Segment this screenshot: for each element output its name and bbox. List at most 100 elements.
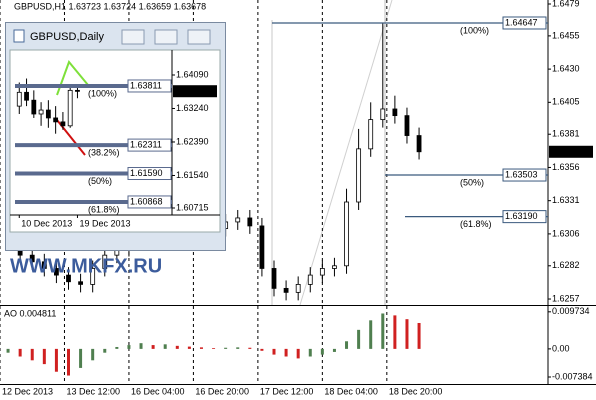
- current-price-label: 1.63678: [176, 86, 209, 96]
- price-box: [127, 138, 172, 152]
- ao-bar: [139, 343, 143, 349]
- current-price-box: [173, 85, 217, 98]
- candle-body: [356, 148, 362, 203]
- candle-body: [67, 89, 73, 127]
- ao-bar: [187, 346, 191, 349]
- y-tick-label: 1.6257: [552, 293, 580, 303]
- window-icon: [13, 29, 25, 43]
- y-tick-label: 0.009734: [552, 306, 590, 316]
- y-tick-label: 1.6331: [552, 195, 580, 205]
- x-tick-label: 12 Dec 2013: [2, 386, 53, 396]
- ao-bar: [284, 348, 288, 357]
- candle-body: [90, 268, 96, 285]
- ao-bar: [236, 347, 240, 349]
- candle-body: [271, 268, 277, 289]
- y-tick-label: 1.6405: [552, 97, 580, 107]
- y-tick-label: 1.63240: [176, 103, 209, 113]
- price-label: 1.63503: [505, 169, 538, 179]
- candle-body: [295, 284, 301, 293]
- ao-bar: [381, 313, 385, 349]
- watermark: WWW.MKFX.RU: [10, 255, 162, 277]
- price-box: [127, 79, 172, 93]
- price-box: [127, 167, 172, 181]
- fib-level-name: (100%): [460, 25, 489, 35]
- candle-body: [392, 108, 398, 117]
- candle-body: [283, 287, 289, 293]
- ao-bar: [163, 344, 167, 349]
- candle-body: [45, 109, 51, 119]
- price-label: 1.62311: [130, 139, 162, 149]
- candle-body: [78, 281, 83, 285]
- ao-bar: [357, 329, 361, 349]
- y-tick-label: 1.6282: [552, 260, 580, 270]
- ao-panel: 0.009734 0.00 -0.007384: [6, 306, 593, 381]
- candle-body: [31, 99, 37, 115]
- price-box: [502, 168, 547, 182]
- ao-bar: [18, 348, 22, 357]
- candle-body: [332, 265, 337, 269]
- y-tick-label: 1.6356: [552, 162, 580, 172]
- price-label: 1.63811: [130, 80, 162, 90]
- candle-body: [60, 121, 66, 127]
- ao-bar: [175, 345, 179, 349]
- fib-level-name: (61.8%): [460, 219, 492, 229]
- x-tick-label: 16 Dec 20:00: [195, 386, 249, 396]
- price-box: [502, 210, 547, 224]
- fib-level-name: (38.2%): [88, 147, 120, 157]
- ao-bar: [79, 348, 83, 368]
- ao-bar: [369, 320, 373, 349]
- x-tick-label: 19 Dec 2013: [79, 218, 130, 228]
- chart-title: GBPUSD,H1 1.63723 1.63724 1.63659 1.6367…: [14, 1, 206, 11]
- fib-level-name: (100%): [88, 88, 117, 98]
- y-tick-label: 1.6381: [552, 129, 580, 139]
- ao-bar: [67, 348, 70, 376]
- candle-body: [319, 268, 325, 276]
- ao-bar: [260, 348, 264, 351]
- ao-bar: [212, 348, 216, 349]
- ao-bar: [91, 348, 95, 361]
- daily-window: GBPUSD,Daily 1.64090 1.63240 1.62390 1.6154…: [5, 22, 226, 251]
- x-tick-label: 16 Dec 04:00: [131, 386, 185, 396]
- maximize-button[interactable]: [154, 29, 178, 45]
- candle-body: [41, 261, 47, 269]
- ao-bar: [127, 345, 131, 349]
- ao-bar: [199, 347, 203, 349]
- y-tick-label: -0.007384: [552, 371, 593, 381]
- price-label: 1.64647: [505, 17, 538, 27]
- candle-body: [368, 119, 374, 150]
- ao-bar: [151, 345, 155, 349]
- y-tick-label: 1.6455: [552, 30, 580, 40]
- ao-bar: [54, 348, 58, 372]
- candle-body: [66, 274, 71, 283]
- ao-bar: [320, 348, 324, 355]
- y-tick-label: 1.6306: [552, 228, 580, 238]
- price-box: [502, 16, 547, 30]
- candle-body: [344, 201, 349, 267]
- y-tick-label: 1.6479: [552, 0, 580, 8]
- y-tick-label: 1.60715: [176, 202, 209, 212]
- candle-body: [102, 254, 108, 269]
- x-tick-label: 17 Dec 12:00: [260, 386, 314, 396]
- candle-body: [235, 217, 241, 223]
- y-tick-label: 1.6430: [552, 63, 580, 73]
- candle-body: [380, 108, 386, 121]
- x-tick-label: 10 Dec 2013: [21, 218, 72, 228]
- ao-bar: [115, 346, 119, 349]
- candle-body: [16, 91, 22, 107]
- ao-bar: [103, 348, 107, 353]
- ao-bar: [332, 348, 336, 352]
- minimize-button[interactable]: [121, 29, 145, 45]
- x-tick-label: 18 Dec 20:00: [389, 386, 443, 396]
- candle-body: [53, 117, 59, 123]
- price-box: [127, 195, 172, 209]
- current-price-label: 1.63678: [552, 146, 585, 156]
- candle-body: [29, 254, 35, 263]
- x-tick-label: 13 Dec 12:00: [66, 386, 120, 396]
- ao-bar: [30, 348, 34, 361]
- close-button[interactable]: [187, 29, 211, 45]
- y-tick-label: 1.64090: [176, 69, 209, 79]
- indicator-title: AO 0.004811: [4, 308, 56, 318]
- x-tick-label: 18 Dec 04:00: [324, 386, 378, 396]
- y-tick-label: 1.61540: [176, 170, 209, 180]
